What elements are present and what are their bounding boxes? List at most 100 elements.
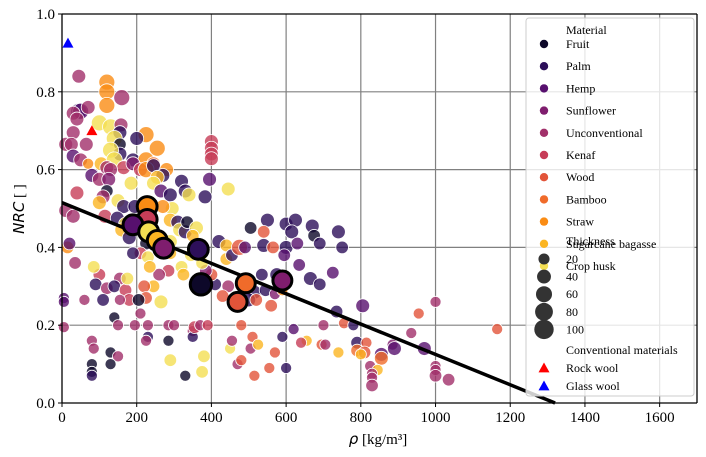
highlighted-point — [152, 236, 176, 260]
highlighted-point — [186, 237, 210, 261]
data-point — [277, 248, 291, 262]
data-point — [260, 212, 275, 228]
data-point — [319, 338, 332, 351]
data-point — [255, 267, 269, 282]
legend-thickness-title: Thickness — [566, 234, 615, 248]
data-point — [235, 354, 248, 367]
x-tick-label: 1200 — [495, 410, 525, 426]
legend-thickness-label: 80 — [566, 305, 578, 319]
y-axis-title: NRC [ ] — [10, 184, 28, 234]
legend-conventional: Rock wool Glass wool — [538, 361, 620, 393]
x-tick-label: 800 — [350, 410, 373, 426]
data-point — [134, 307, 147, 320]
x-tick-label: 1400 — [570, 410, 600, 426]
data-point — [181, 187, 197, 203]
data-point — [220, 181, 236, 197]
data-point — [112, 350, 124, 363]
data-point — [82, 157, 95, 170]
highlighted-point — [188, 272, 214, 297]
data-point — [355, 298, 371, 314]
highlighted-point — [226, 290, 249, 313]
data-point — [143, 260, 157, 274]
data-point — [405, 327, 418, 339]
legend-thickness-marker — [535, 302, 553, 321]
legend-material-marker — [539, 84, 549, 93]
x-axis-unit: [kg/m³] — [358, 432, 407, 448]
data-point — [112, 319, 124, 332]
legend-material-marker — [539, 217, 549, 226]
y-tick-label: 0.8 — [36, 85, 55, 101]
data-point — [137, 279, 151, 294]
legend-conventional-marker — [538, 380, 550, 391]
data-point — [78, 293, 91, 306]
x-tick-label: 600 — [275, 410, 298, 426]
data-point — [162, 334, 175, 347]
data-point — [238, 240, 252, 255]
data-point — [295, 336, 308, 349]
y-tick-label: 0.4 — [36, 240, 55, 256]
data-point — [69, 111, 85, 127]
data-point — [412, 307, 425, 320]
data-point — [104, 358, 117, 371]
legend-thickness-label: 100 — [566, 322, 584, 336]
data-point — [148, 139, 166, 157]
data-point — [317, 319, 330, 332]
legend-material-label: Unconventional — [566, 126, 643, 140]
y-tick-label: 0.6 — [36, 163, 55, 179]
data-point — [80, 100, 96, 115]
axes — [61, 13, 698, 404]
data-point — [290, 236, 305, 251]
x-tick-label: 0 — [58, 410, 66, 426]
legend-thickness-label: 60 — [566, 287, 578, 301]
data-point — [335, 240, 349, 255]
data-point — [243, 221, 258, 235]
data-point — [57, 295, 70, 308]
data-point — [280, 362, 293, 374]
data-point — [131, 293, 146, 307]
data-point — [354, 348, 367, 361]
legend-material-title: Material — [566, 23, 607, 37]
data-point — [428, 369, 443, 383]
legend-thickness: 20 40 60 80 100 — [534, 252, 584, 340]
legend-material-label: Hemp — [566, 81, 595, 95]
data-point — [141, 319, 154, 332]
data-point — [57, 321, 70, 334]
data-point — [113, 89, 131, 107]
legend-material-marker — [539, 106, 549, 115]
legend-material-label: Sugarcane bagasse — [566, 237, 656, 251]
data-point — [92, 195, 107, 211]
data-point — [365, 378, 379, 393]
data-point — [202, 171, 217, 187]
legend-material-label: Straw — [566, 215, 594, 229]
data-point — [287, 323, 300, 336]
x-tick-label: 1600 — [645, 410, 675, 426]
data-point — [204, 151, 219, 167]
data-point — [129, 131, 145, 146]
data-point — [263, 362, 276, 374]
x-axis-title: ρ [kg/m³] — [349, 430, 408, 448]
legend-conventional-label: Glass wool — [566, 379, 620, 393]
data-point — [313, 236, 327, 251]
data-point — [85, 369, 98, 382]
data-point — [123, 175, 139, 191]
data-point — [107, 279, 122, 294]
y-axis-unit: [ ] — [12, 184, 28, 202]
data-point — [197, 189, 213, 205]
data-point — [284, 224, 300, 240]
conventional-points — [62, 37, 98, 136]
data-point — [331, 224, 346, 240]
legend-thickness-marker — [538, 253, 550, 265]
legend-material-label: Kenaf — [566, 148, 595, 162]
data-point — [264, 299, 278, 313]
y-axis-symbol: NRC — [10, 201, 28, 234]
data-point — [441, 372, 456, 387]
legend-thickness-label: 20 — [566, 252, 578, 266]
data-point — [128, 319, 141, 332]
data-point — [163, 353, 178, 367]
data-point — [201, 319, 214, 332]
data-point — [88, 277, 103, 292]
legend-thickness-marker — [534, 319, 554, 340]
data-point — [195, 365, 209, 379]
legend-thickness-marker — [537, 269, 551, 284]
